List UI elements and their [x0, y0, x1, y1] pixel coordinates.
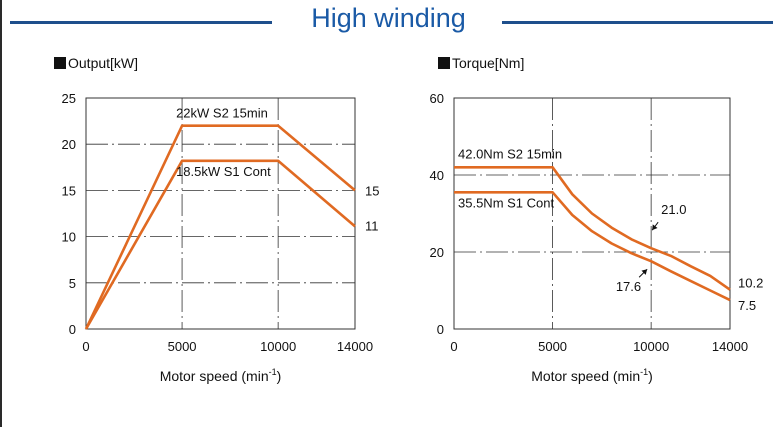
output-series-line-1: [84, 124, 356, 330]
square-bullet-icon: [54, 57, 66, 69]
output-y-tick-label: 20: [62, 137, 76, 152]
torque-callout-label-1: 21.0: [661, 202, 686, 217]
page-title: High winding: [311, 3, 466, 33]
output-series-name-label-1: 22kW S2 15min: [176, 106, 268, 121]
torque-series-name-label-1: 42.0Nm S2 15min: [458, 146, 562, 161]
output-x-tick-label: 5000: [168, 339, 197, 354]
torque-callout-arrowhead-1: [652, 224, 658, 231]
output-y-tick-label: 25: [62, 91, 76, 106]
torque-chart: 0 20 40 60 0 5000 10000 14000 Motor speed (min-1…: [430, 91, 764, 384]
torque-series-name-label-2: 35.5Nm S1 Cont: [458, 195, 554, 210]
torque-callout-label-2: 17.6: [616, 279, 641, 294]
output-y-tick-label: 0: [69, 322, 76, 337]
torque-y-tick-label: 20: [430, 245, 444, 260]
output-plot-frame: [85, 97, 356, 330]
torque-series-line-2: [454, 191, 731, 302]
torque-series-line-1: [454, 166, 731, 291]
output-chart-title-text: Output[kW]: [68, 55, 139, 71]
torque-y-tick-label: 0: [437, 322, 444, 337]
output-chart: 0 5 10 15 20 25 0 5000 10000 14000 Motor speed (mi…: [62, 91, 380, 384]
output-chart-title: Output[kW]: [54, 55, 138, 71]
torque-end-value-label-1: 10.2: [738, 276, 763, 291]
header-rule-left: [10, 21, 272, 24]
torque-plot-frame: [453, 97, 731, 330]
output-series-line-2: [84, 159, 356, 330]
output-x-tick-label: 0: [82, 339, 89, 354]
header-rule-right: [502, 21, 773, 24]
output-series-name-label-2: 18.5kW S1 Cont: [176, 164, 271, 179]
torque-chart-title: Torque[Nm]: [438, 55, 524, 71]
torque-y-tick-label: 60: [430, 91, 444, 106]
torque-x-tick-label: 0: [450, 339, 457, 354]
output-y-tick-label: 15: [62, 183, 76, 198]
torque-y-tick-label: 40: [430, 168, 444, 183]
square-bullet-icon: [438, 57, 450, 69]
torque-end-value-label-2: 7.5: [738, 298, 756, 313]
output-x-axis-label: Motor speed (min-1): [160, 367, 282, 384]
torque-x-axis-label: Motor speed (min-1): [531, 367, 653, 384]
torque-callout-arrowhead-2: [641, 269, 648, 275]
output-end-value-label-1: 15: [365, 183, 379, 198]
torque-x-tick-label: 10000: [633, 339, 669, 354]
torque-x-tick-label: 5000: [538, 339, 567, 354]
output-x-tick-label: 14000: [337, 339, 373, 354]
torque-chart-title-text: Torque[Nm]: [452, 55, 525, 71]
torque-x-tick-label: 14000: [712, 339, 748, 354]
output-end-value-label-2: 11: [365, 218, 379, 233]
output-x-tick-label: 10000: [260, 339, 296, 354]
output-y-tick-label: 5: [69, 276, 76, 291]
output-y-tick-label: 10: [62, 230, 76, 245]
